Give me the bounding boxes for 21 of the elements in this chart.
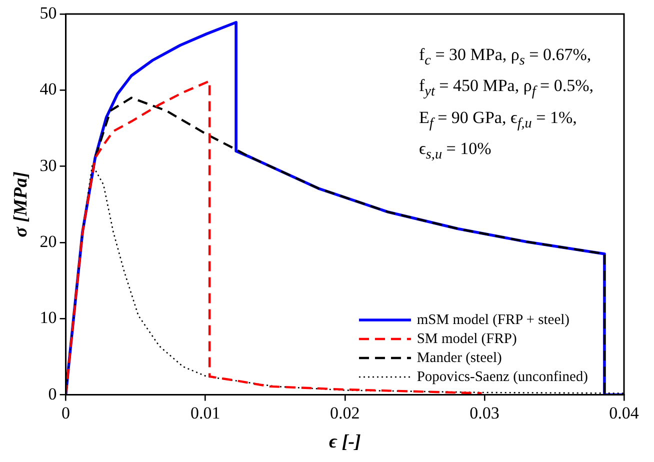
x-axis-title: ϵ [-] bbox=[328, 432, 361, 453]
legend-label: Mander (steel) bbox=[416, 348, 502, 368]
x-tick-label: 0.02 bbox=[330, 403, 360, 422]
annotation: f$_{c}$ = 30 MPa, ρ$_{s}$ = 0.67%, bbox=[419, 44, 592, 70]
y-tick-label: 0 bbox=[48, 384, 57, 404]
x-tick-label: 0 bbox=[62, 403, 70, 422]
x-tick-label: 0.04 bbox=[609, 403, 640, 422]
y-tick-label: 20 bbox=[40, 232, 57, 251]
legend-label: Popovics-Saenz (unconfined) bbox=[416, 368, 588, 387]
y-tick-label: 30 bbox=[40, 156, 57, 175]
annotation: ϵ$_{s,u}$ = 10% bbox=[419, 138, 492, 165]
annotation: E$_{f}$ = 90 GPa, ϵ$_{f,u}$ = 1%, bbox=[419, 106, 578, 134]
x-tick-label: 0.01 bbox=[190, 403, 220, 422]
x-tick-label: 0.03 bbox=[470, 403, 500, 422]
annotation: f$_{yt}$ = 450 MPa, ρ$_{f}$ = 0.5%, bbox=[419, 75, 594, 102]
y-tick-label: 40 bbox=[40, 80, 57, 99]
y-tick-label: 10 bbox=[40, 308, 57, 328]
y-tick-label: 50 bbox=[40, 3, 57, 22]
legend-label: mSM model (FRP + steel) bbox=[416, 310, 570, 330]
legend-label: SM model (FRP) bbox=[416, 330, 517, 349]
y-axis-title: σ [MPa] bbox=[10, 172, 32, 238]
